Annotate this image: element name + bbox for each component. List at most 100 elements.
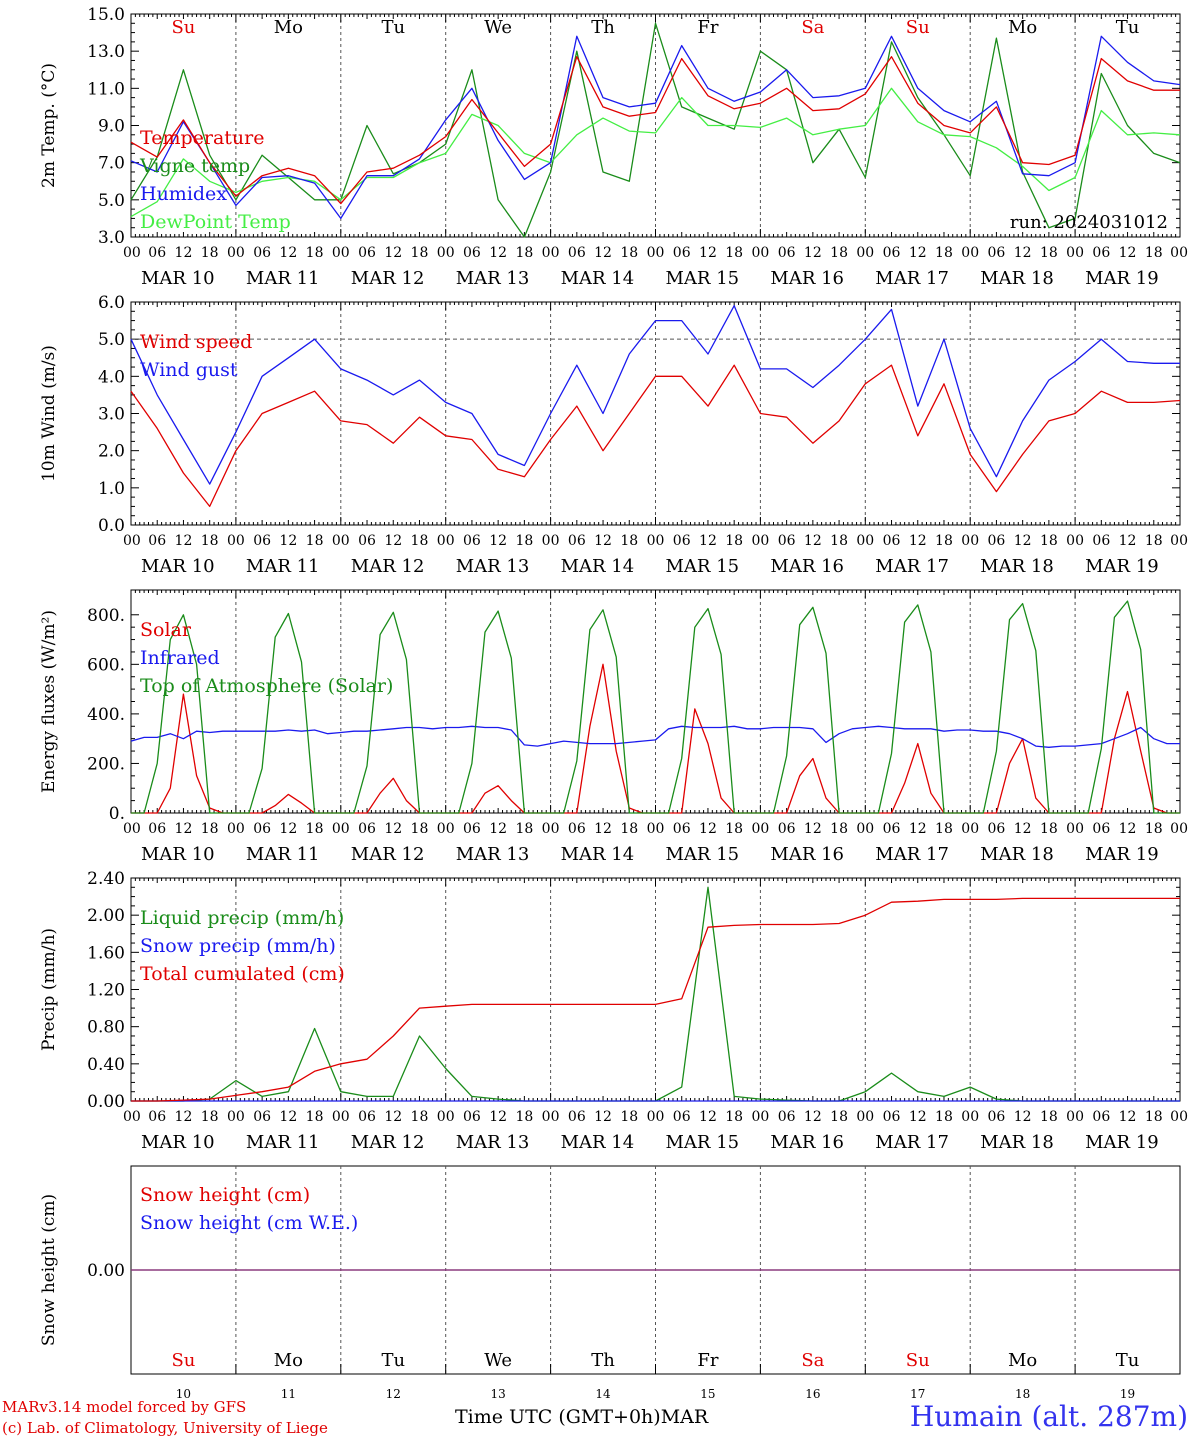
hour-tick-label: 18 (830, 821, 848, 837)
legend-entry: Vigne temp (139, 155, 250, 177)
hour-tick-label: 00 (123, 821, 141, 837)
date-label: MAR 19 (1085, 268, 1159, 289)
date-label: MAR 16 (770, 268, 844, 289)
date-label: MAR 15 (666, 1132, 740, 1153)
date-label: MAR 10 (141, 556, 215, 577)
y-tick-label: 9.0 (98, 117, 125, 137)
y-axis-title: Precip (mm/h) (39, 928, 59, 1051)
series-line (130, 22, 1181, 238)
date-label: MAR 11 (246, 268, 320, 289)
hour-tick-label: 12 (804, 533, 822, 549)
hour-tick-label: 18 (1040, 1109, 1058, 1125)
legend-entry: Snow height (cm) (140, 1184, 310, 1206)
day-name: Mo (1008, 17, 1037, 38)
hour-tick-label: 00 (437, 245, 455, 261)
hour-tick-label: 00 (856, 1109, 874, 1125)
hour-tick-label: 06 (883, 821, 901, 837)
date-label: MAR 11 (246, 556, 320, 577)
y-tick-label: 600. (87, 655, 125, 675)
hour-tick-label: 00 (542, 1109, 560, 1125)
hour-tick-label: 00 (123, 1109, 141, 1125)
hour-tick-label: 18 (620, 533, 638, 549)
day-name: Mo (274, 1350, 303, 1371)
date-label: MAR 14 (561, 844, 635, 865)
y-tick-label: 0.80 (87, 1018, 125, 1038)
hour-tick-label: 12 (1014, 821, 1032, 837)
y-tick-label: 1.0 (98, 479, 125, 499)
hour-tick-label: 18 (1145, 245, 1163, 261)
hour-tick-label: 06 (778, 1109, 796, 1125)
hour-tick-label: 18 (620, 1109, 638, 1125)
hour-tick-label: 00 (856, 821, 874, 837)
date-label: MAR 10 (141, 1132, 215, 1153)
hour-tick-label: 06 (778, 821, 796, 837)
hour-tick-label: 12 (699, 245, 717, 261)
legend-entry: Solar (140, 619, 192, 641)
day-name: Sa (801, 17, 824, 38)
hour-tick-label: 18 (725, 245, 743, 261)
day-number: 13 (491, 1387, 506, 1401)
date-label: MAR 16 (770, 1132, 844, 1153)
hour-tick-label: 18 (830, 533, 848, 549)
day-name: Mo (274, 17, 303, 38)
date-label: MAR 17 (875, 1132, 949, 1153)
hour-tick-label: 06 (988, 821, 1006, 837)
hour-tick-label: 12 (1119, 821, 1137, 837)
y-tick-label: 15.0 (87, 5, 125, 25)
hour-tick-label: 18 (306, 821, 324, 837)
date-label: MAR 16 (770, 556, 844, 577)
hour-tick-label: 00 (961, 245, 979, 261)
day-name: Tu (381, 17, 405, 38)
date-label: MAR 19 (1085, 844, 1159, 865)
y-axis-title: Snow height (cm) (39, 1194, 59, 1346)
hour-tick-label: 12 (384, 245, 402, 261)
panel-2: 00 06 12 18 00 06 12 18 00 06 12 18 00 06 12 18 00 06 12 18… (39, 293, 1188, 577)
day-name: Fr (697, 17, 718, 38)
day-name: Su (171, 1350, 195, 1371)
day-name: Su (906, 17, 930, 38)
hour-tick-label: 18 (725, 1109, 743, 1125)
hour-tick-label: 18 (515, 245, 533, 261)
hour-tick-label: 06 (148, 245, 166, 261)
hour-tick-label: 06 (1092, 245, 1110, 261)
day-name: Mo (1008, 1350, 1037, 1371)
date-label: MAR 12 (351, 1132, 425, 1153)
hour-tick-label: 00 (1066, 245, 1084, 261)
legend-entry: Total cumulated (cm) (140, 963, 345, 985)
day-number: 15 (700, 1387, 715, 1401)
hour-tick-label: 18 (411, 821, 429, 837)
day-name: Th (591, 17, 615, 38)
hour-tick-label: 00 (961, 821, 979, 837)
y-tick-label: 4.0 (98, 367, 125, 387)
hour-tick-label: 12 (1119, 1109, 1137, 1125)
hour-tick-label: 06 (253, 1109, 271, 1125)
y-tick-label: 0. (109, 804, 125, 824)
hour-tick-label: 12 (175, 245, 193, 261)
hour-tick-label: 06 (463, 1109, 481, 1125)
hour-tick-label: 06 (253, 245, 271, 261)
hour-tick-label: 18 (1145, 1109, 1163, 1125)
hour-tick-label: 18 (1040, 245, 1058, 261)
hour-tick-label: 12 (279, 1109, 297, 1125)
hour-tick-label: 00 (542, 245, 560, 261)
y-tick-label: 400. (87, 705, 125, 725)
hour-tick-label: 06 (778, 245, 796, 261)
copyright-credit: (c) Lab. of Climatology, University of L… (2, 1419, 328, 1437)
hour-tick-label: 06 (463, 821, 481, 837)
hour-tick-label: 18 (1145, 533, 1163, 549)
hour-tick-label: 00 (332, 821, 350, 837)
y-axis-title: Energy fluxes (W/m²) (39, 610, 59, 793)
hour-tick-label: 18 (830, 245, 848, 261)
hour-tick-label: 00 (227, 245, 245, 261)
y-tick-label: 1.60 (87, 943, 125, 963)
location-title: Humain (alt. 287m) (909, 1400, 1188, 1433)
y-tick-label: 13.0 (87, 42, 125, 62)
panel-4: 00 06 12 18 00 06 12 18 00 06 12 18 00 06 12 18 00 06 12 18… (39, 869, 1188, 1153)
plot-frame (130, 301, 1181, 526)
legend-entry: Wind gust (140, 359, 238, 381)
hour-tick-label: 12 (594, 1109, 612, 1125)
hour-tick-label: 18 (306, 1109, 324, 1125)
hour-tick-label: 18 (620, 245, 638, 261)
hour-tick-label: 06 (253, 821, 271, 837)
